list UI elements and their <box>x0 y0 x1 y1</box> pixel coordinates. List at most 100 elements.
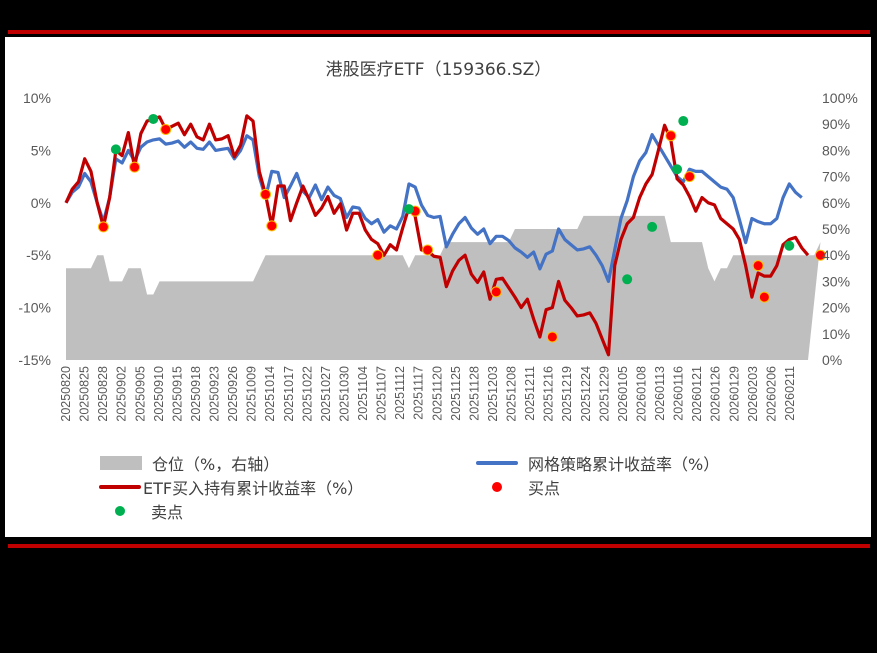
x-axis-tick-label: 20260126 <box>709 366 723 422</box>
x-axis-tick-label: 20260129 <box>727 366 741 422</box>
x-axis-tick-label: 20251027 <box>319 366 333 422</box>
sell-point-marker <box>672 164 683 175</box>
y-axis-tick-label: -15% <box>18 352 51 368</box>
grid-line-swatch-icon <box>476 461 518 465</box>
sell-point-marker <box>647 221 658 232</box>
x-axis-tick-label: 20251120 <box>430 366 444 421</box>
x-axis-tick-label: 20250820 <box>59 366 73 422</box>
buy-point-marker <box>490 286 502 298</box>
x-axis-tick-label: 20251229 <box>597 366 611 422</box>
sell-dot-icon <box>115 506 125 516</box>
sell-point-marker <box>148 113 159 124</box>
buy-dot-icon <box>492 482 502 492</box>
x-axis-tick-label: 20260203 <box>746 366 760 422</box>
x-axis-tick-label: 20251014 <box>263 366 277 422</box>
x-axis-tick-label: 20251219 <box>560 366 574 422</box>
buy-point-marker <box>814 249 826 261</box>
x-axis-tick-label: 20260211 <box>783 366 797 421</box>
sell-point-marker <box>110 144 121 155</box>
x-axis-tick-label: 20260206 <box>764 366 778 422</box>
legend-buy-label: 买点 <box>528 479 561 498</box>
y2-axis-tick-label: 40% <box>822 247 850 263</box>
x-axis-tick-label: 20250926 <box>226 366 240 422</box>
y2-axis-tick-label: 90% <box>822 116 850 132</box>
y-axis-tick-label: 0% <box>31 195 51 211</box>
x-axis-tick-label: 20251216 <box>542 366 556 422</box>
x-axis-tick-label: 20260121 <box>690 366 704 422</box>
buy-point-marker <box>97 221 109 233</box>
bottom-rule <box>8 544 870 548</box>
x-axis-tick-label: 20251128 <box>467 366 481 421</box>
x-axis-tick-label: 20251017 <box>282 366 296 422</box>
sell-point-marker <box>784 240 795 251</box>
x-axis-tick-label: 20260116 <box>672 366 686 421</box>
legend-grid: 网格策略累计收益率（%） <box>476 451 719 475</box>
buy-point-marker <box>372 249 384 261</box>
y2-axis-tick-label: 30% <box>822 273 850 289</box>
x-axis-tick-label: 20251211 <box>523 366 537 421</box>
buy-point-marker <box>752 260 764 272</box>
x-axis-tick-label: 20250915 <box>170 366 184 422</box>
buy-point-marker <box>758 291 770 303</box>
legend-position-label: 仓位（%，右轴） <box>152 455 280 474</box>
x-axis-tick-label: 20251022 <box>300 366 314 422</box>
position-swatch-icon <box>100 456 142 470</box>
etf-hold-line <box>64 114 810 357</box>
sell-point-marker <box>622 274 633 285</box>
buy-point-marker <box>546 331 558 343</box>
legend-etf-label: ETF买入持有累计收益率（%） <box>143 479 364 498</box>
x-axis-tick-label: 20250910 <box>152 366 166 422</box>
legend-etf: ETF买入持有累计收益率（%） <box>99 475 363 499</box>
x-axis-tick-label: 20251203 <box>486 366 500 422</box>
x-axis-tick-label: 20260108 <box>634 366 648 422</box>
y-axis-tick-label: 5% <box>31 142 51 158</box>
y2-axis-tick-label: 10% <box>822 326 850 342</box>
buy-point-marker <box>160 123 172 135</box>
x-axis-tick-label: 20250918 <box>189 366 203 422</box>
top-rule <box>8 30 870 34</box>
y2-axis-tick-label: 70% <box>822 169 850 185</box>
buy-point-marker <box>129 161 141 173</box>
buy-point-marker <box>260 188 272 200</box>
chart-title: 港股医疗ETF（159366.SZ） <box>325 60 552 80</box>
x-axis-tick-label: 20251107 <box>375 366 389 421</box>
legend-position: 仓位（%，右轴） <box>100 451 279 475</box>
y-axis-tick-label: -5% <box>26 247 51 263</box>
y2-axis-tick-label: 80% <box>822 142 850 158</box>
x-axis-tick-label: 20251030 <box>337 366 351 422</box>
x-axis-tick-label: 20250902 <box>115 366 129 422</box>
y2-axis-tick-label: 60% <box>822 195 850 211</box>
legend-buy: 买点 <box>476 475 560 499</box>
y2-axis-tick-label: 100% <box>822 90 858 106</box>
y2-axis-tick-label: 50% <box>822 221 850 237</box>
x-axis-tick-label: 20251009 <box>245 366 259 422</box>
x-axis-tick-label: 20251112 <box>393 366 407 420</box>
y2-axis-tick-label: 0% <box>822 352 842 368</box>
x-axis-tick-label: 20250825 <box>78 366 92 422</box>
grid-strategy-line <box>64 133 803 283</box>
x-axis-tick-label: 20251208 <box>505 366 519 422</box>
y2-axis-tick-label: 20% <box>822 300 850 316</box>
x-axis-tick-label: 20251104 <box>356 366 370 421</box>
x-axis-tick-label: 20260105 <box>616 366 630 422</box>
x-axis-tick-label: 20250923 <box>208 366 222 422</box>
buy-point-marker <box>684 171 696 183</box>
sell-point-marker <box>678 116 689 127</box>
legend-grid-label: 网格策略累计收益率（%） <box>528 455 720 474</box>
legend-sell: 卖点 <box>99 499 183 523</box>
buy-point-marker <box>665 130 677 142</box>
position-area <box>66 215 821 360</box>
etf-line-swatch-icon <box>99 485 141 489</box>
sell-point-marker <box>403 204 414 215</box>
x-axis-tick-label: 20260113 <box>653 366 667 421</box>
x-axis-tick-label: 20250828 <box>96 366 110 422</box>
y-axis-tick-label: -10% <box>18 300 51 316</box>
y-axis-tick-label: 10% <box>23 90 51 106</box>
x-axis-tick-label: 20251224 <box>579 366 593 422</box>
buy-point-marker <box>266 220 278 232</box>
x-axis-tick-label: 20250905 <box>133 366 147 422</box>
legend-sell-label: 卖点 <box>151 503 184 522</box>
buy-point-marker <box>422 244 434 256</box>
x-axis-tick-label: 20251117 <box>412 366 426 420</box>
x-axis-tick-label: 20251125 <box>449 366 463 421</box>
